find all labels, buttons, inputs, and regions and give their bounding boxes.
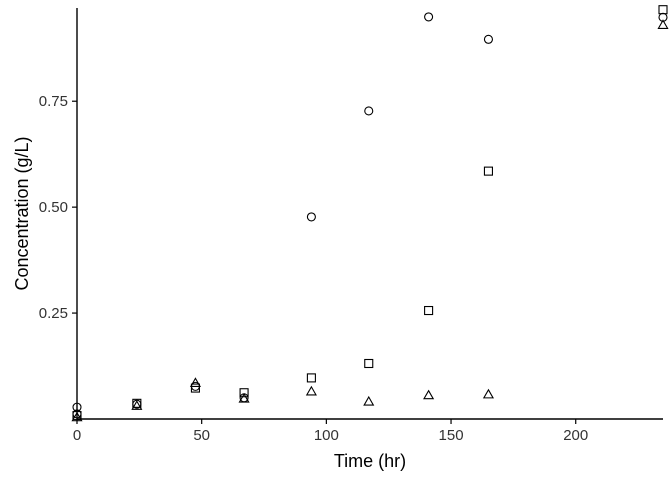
axes <box>76 8 663 420</box>
square-point <box>132 398 142 408</box>
data-points <box>71 5 669 422</box>
triangle-point <box>305 385 317 396</box>
square-point <box>424 305 434 316</box>
square-point <box>364 358 374 369</box>
triangle-point <box>482 388 494 399</box>
square-point <box>239 388 249 398</box>
triangle-point <box>657 19 669 29</box>
square-point <box>658 5 668 15</box>
triangle-point <box>238 392 250 403</box>
y-tick-label: 0.75 <box>39 93 68 110</box>
square-point <box>306 373 316 383</box>
x-tick-label: 100 <box>314 427 339 444</box>
triangle-point <box>71 411 83 422</box>
square-point <box>190 383 200 393</box>
circle-point <box>306 212 316 222</box>
y-tick-label: 0.50 <box>39 199 68 216</box>
tick-marks: 0 50 100 150 200 0.25 0.50 0.75 <box>39 93 588 444</box>
circle-point <box>364 106 374 116</box>
triangle-point <box>131 400 143 410</box>
circle-point <box>424 12 434 22</box>
x-tick-label: 50 <box>193 427 210 444</box>
triangle-point <box>363 395 375 406</box>
x-axis-title: Time (hr) <box>334 451 406 471</box>
x-tick-label: 150 <box>439 427 464 444</box>
x-tick-label: 200 <box>563 427 588 444</box>
x-tick-label: 0 <box>73 427 81 444</box>
triangle-point <box>189 377 201 387</box>
y-tick-label: 0.25 <box>39 305 68 322</box>
y-axis-title: Concentration (g/L) <box>12 136 32 290</box>
circle-point <box>483 34 493 44</box>
triangle-point <box>423 389 435 400</box>
square-point <box>483 166 493 176</box>
